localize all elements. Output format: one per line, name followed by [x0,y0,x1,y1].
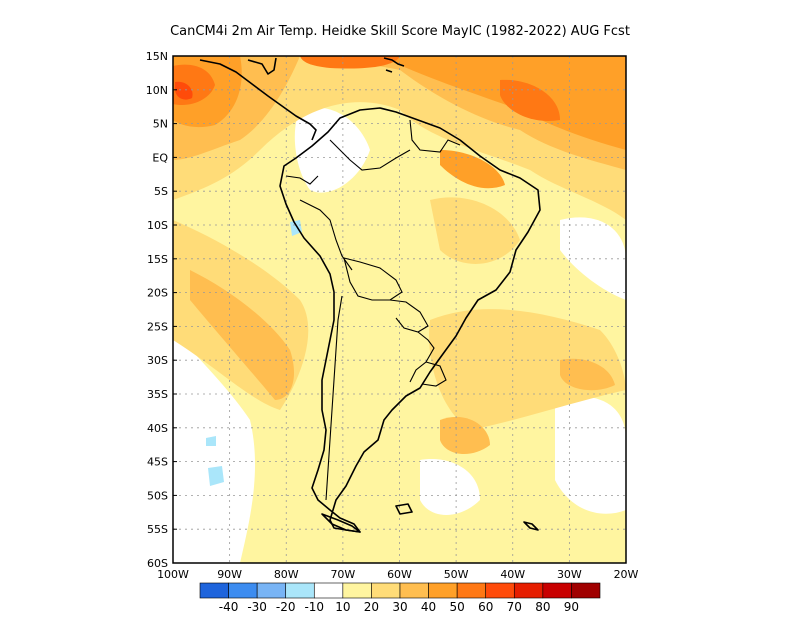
lon-tick-label: 20W [614,568,639,581]
lon-tick-label: 40W [500,568,525,581]
chart-title: CanCM4i 2m Air Temp. Heidke Skill Score … [170,24,630,39]
colorbar-label: 50 [450,600,465,614]
colorbar: -40 -30 -20 -10 10 20 30 40 50 60 70 80 90 [199,582,601,614]
caribbean-coastline [247,57,277,75]
lat-tick-label: 5S [154,185,168,198]
border-bolivia [343,257,403,301]
lon-tick-label: 70W [330,568,355,581]
colorbar-label: 40 [421,600,436,614]
colorbar-swatch [342,582,372,599]
border-argentina-brazil [409,331,435,383]
colorbar-swatch [285,582,315,599]
skill-band-50 [300,56,400,69]
colorbar-swatch [428,582,458,599]
colorbar-swatch [228,582,258,599]
border-guianas [409,119,461,153]
country-borders [285,119,461,501]
skill-band-40 [380,56,626,150]
lat-tick-label: EQ [152,151,168,164]
lat-tick-label: 30S [147,354,168,367]
colorbar-swatch [485,582,515,599]
colorbar-swatch [313,582,344,599]
colorbar-swatch [513,582,544,599]
lon-tick-label: 100W [157,568,189,581]
colorbar-label: 90 [564,600,579,614]
caribbean-islands [383,57,405,73]
lat-tick-label: 45S [147,456,168,469]
lat-tick-label: 20S [147,287,168,300]
skill-band-20 [429,309,626,430]
skill-band-30 [190,270,295,400]
colorbar-label: -40 [219,600,239,614]
lat-tick-label: 35S [147,388,168,401]
colorbar-swatch [571,582,601,599]
border-argentina-chile [325,295,343,501]
colorbar-label: -10 [304,600,324,614]
colorbar-label: 10 [335,600,350,614]
colorbar-label: 60 [478,600,493,614]
colorbar-swatch [542,582,572,599]
border-ecuador [285,175,319,185]
central-america-coastline [199,59,317,141]
negative-skill-patch [206,436,216,446]
negative-skill-patch [290,220,302,236]
lat-tick-label: 10S [147,219,168,232]
tierra-del-fuego [321,513,361,533]
low-skill-region [555,396,626,514]
south-america-coastline [279,107,541,533]
lon-tick-label: 90W [217,568,242,581]
colorbar-swatch [371,582,401,599]
colorbar-swatch [399,582,429,599]
lon-tick-label: 60W [387,568,412,581]
skill-band-30 [440,416,490,455]
lon-tick-label: 80W [274,568,299,581]
lat-tick-label: 55S [147,523,168,536]
map-frame [172,55,627,564]
colorbar-label: 20 [364,600,379,614]
border-colombia-venezuela [329,139,411,171]
lat-tick-label: 40S [147,422,168,435]
skill-band-20 [430,197,520,264]
lat-tick-label: 15S [147,253,168,266]
lat-tick-label: 60S [147,557,168,570]
lat-tick-label: 50S [147,489,168,502]
negative-skill-patch [208,466,224,486]
colorbar-swatch [199,582,229,599]
skill-band-60 [175,81,193,100]
colorbar-label: -20 [276,600,296,614]
lat-tick-label: 5N [153,118,168,131]
lat-tick-label: 25S [147,320,168,333]
colorbar-label: -30 [247,600,267,614]
skill-band-30 [560,358,615,391]
lat-tick-label: 15N [146,50,168,63]
colorbar-swatch [456,582,487,599]
lon-tick-label: 50W [444,568,469,581]
border-paraguay [389,299,429,333]
lon-tick-label: 30W [557,568,582,581]
low-skill-region [173,330,256,563]
longitude-axis: 100W 90W 80W 70W 60W 50W 40W 30W 20W [157,568,638,581]
colorbar-swatch [256,582,287,599]
colorbar-label: 30 [392,600,407,614]
south-georgia [523,521,539,531]
falkland-islands [395,503,413,515]
colorbar-label: 80 [535,600,550,614]
map-grid [173,56,626,563]
low-skill-region [420,459,480,515]
coastlines [199,57,541,533]
latitude-axis: 15N 10N 5N EQ 5S 10S 15S 20S 25S 30S 35S 40S 45S 50S 5… [146,50,177,570]
colorbar-label: 70 [507,600,522,614]
border-uruguay [421,361,447,387]
lat-tick-label: 10N [146,84,168,97]
